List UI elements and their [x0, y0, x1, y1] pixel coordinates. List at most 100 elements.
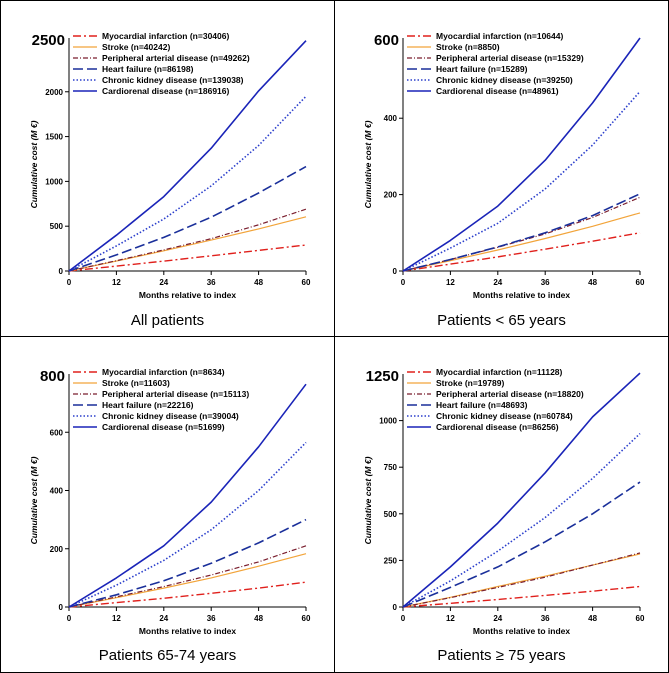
- x-axis-label: Months relative to index: [473, 290, 571, 300]
- legend-label: Myocardial infarction (n=30406): [102, 31, 229, 41]
- panel-75-plus: 0 12 24 36 48 60 0 250 500 750 1000 1250 Months rela…: [334, 336, 669, 673]
- y-axis-label: Cumulative cost (M €): [29, 456, 39, 544]
- legend-label: Heart failure (n=48693): [436, 400, 528, 410]
- series-line: [68, 165, 307, 272]
- series-line: [68, 95, 307, 272]
- series-line: [402, 232, 641, 272]
- x-axis-label: Months relative to index: [139, 626, 237, 636]
- panel-caption: Patients < 65 years: [437, 312, 566, 329]
- x-tick-label: 60: [302, 614, 311, 623]
- legend-label: Peripheral arterial disease (n=15329): [436, 53, 584, 63]
- x-tick-label: 48: [588, 278, 597, 287]
- y-tick-label: 200: [384, 191, 398, 200]
- y-axis-label: Cumulative cost (M €): [363, 456, 373, 544]
- x-tick-label: 0: [401, 614, 406, 623]
- series-line: [68, 581, 307, 608]
- series-line: [68, 545, 307, 608]
- x-axis-label: Months relative to index: [139, 290, 237, 300]
- x-tick-label: 12: [446, 278, 455, 287]
- y-tick-label: 600: [50, 428, 64, 437]
- x-tick-label: 36: [541, 614, 550, 623]
- series-line: [402, 193, 641, 272]
- legend-label: Stroke (n=19789): [436, 378, 504, 388]
- series-line: [68, 383, 307, 608]
- y-tick-label: 0: [59, 603, 64, 612]
- panel-65-74: 0 12 24 36 48 60 0 200 400 600 800 Months relative …: [0, 336, 335, 673]
- series-line: [68, 208, 307, 272]
- legend-label: Myocardial infarction (n=10644): [436, 31, 563, 41]
- x-tick-label: 36: [207, 278, 216, 287]
- series-line: [402, 585, 641, 608]
- x-tick-label: 24: [493, 278, 502, 287]
- y-tick-label: 750: [384, 463, 398, 472]
- legend-label: Cardiorenal disease (n=186916): [102, 86, 229, 96]
- x-tick-label: 36: [207, 614, 216, 623]
- legend-label: Heart failure (n=86198): [102, 64, 194, 74]
- series-line: [402, 481, 641, 608]
- x-tick-label: 60: [636, 278, 645, 287]
- chart-75-plus: 0 12 24 36 48 60 0 250 500 750 1000 1250 Months rela…: [363, 367, 645, 636]
- legend-label: Peripheral arterial disease (n=18820): [436, 389, 584, 399]
- y-tick-label: 1000: [45, 177, 63, 186]
- panel-caption: Patients ≥ 75 years: [437, 647, 566, 664]
- series-line: [402, 552, 641, 608]
- legend-label: Chronic kidney disease (n=39004): [102, 411, 239, 421]
- x-tick-label: 12: [112, 278, 121, 287]
- series-line: [402, 196, 641, 272]
- x-tick-label: 0: [67, 278, 72, 287]
- y-tick-label: 0: [393, 267, 398, 276]
- legend-label: Stroke (n=8850): [436, 42, 500, 52]
- panel-caption: Patients 65-74 years: [98, 647, 237, 664]
- y-top-label: 1250: [366, 368, 399, 385]
- y-tick-label: 200: [50, 545, 64, 554]
- series-line: [68, 40, 307, 272]
- y-tick-label: 400: [50, 487, 64, 496]
- y-axis-label: Cumulative cost (M €): [363, 120, 373, 208]
- series-line: [402, 372, 641, 608]
- panel-caption: All patients: [130, 312, 205, 329]
- legend-label: Heart failure (n=15289): [436, 64, 528, 74]
- legend-label: Myocardial infarction (n=8634): [102, 367, 225, 377]
- legend-label: Peripheral arterial disease (n=15113): [102, 389, 249, 399]
- x-tick-label: 48: [254, 614, 263, 623]
- series-line: [402, 212, 641, 272]
- legend-label: Myocardial infarction (n=11128): [436, 367, 563, 377]
- chart-all-patients: 0 12 24 36 48 60 0 500 1000 1500 2000 2500 Months re…: [29, 31, 311, 300]
- legend-label: Stroke (n=11603): [102, 378, 170, 388]
- x-tick-label: 0: [401, 278, 406, 287]
- y-axis-label: Cumulative cost (M €): [29, 120, 39, 208]
- y-tick-label: 250: [384, 556, 398, 565]
- legend-label: Chronic kidney disease (n=60784): [436, 411, 573, 421]
- y-tick-label: 500: [384, 510, 398, 519]
- y-tick-label: 0: [393, 603, 398, 612]
- y-tick-label: 1500: [45, 133, 63, 142]
- legend-label: Cardiorenal disease (n=86256): [436, 422, 559, 432]
- x-tick-label: 60: [302, 278, 311, 287]
- panel-all-patients: 0 12 24 36 48 60 0 500 1000 1500 2000 2500 Months re…: [0, 0, 335, 337]
- legend-label: Peripheral arterial disease (n=49262): [102, 53, 250, 63]
- y-tick-label: 400: [384, 114, 398, 123]
- x-tick-label: 36: [541, 278, 550, 287]
- legend-label: Chronic kidney disease (n=39250): [436, 75, 573, 85]
- x-axis-label: Months relative to index: [473, 626, 571, 636]
- y-tick-label: 500: [50, 222, 64, 231]
- series-line: [402, 553, 641, 608]
- legend-label: Cardiorenal disease (n=48961): [436, 86, 559, 96]
- panel-under-65: 0 12 24 36 48 60 0 200 400 600 Months relative to …: [334, 0, 669, 337]
- legend-label: Chronic kidney disease (n=139038): [102, 75, 244, 85]
- y-top-label: 600: [374, 32, 399, 49]
- series-line: [68, 553, 307, 608]
- x-tick-label: 24: [159, 614, 168, 623]
- legend-label: Cardiorenal disease (n=51699): [102, 422, 225, 432]
- x-tick-label: 0: [67, 614, 72, 623]
- legend-label: Stroke (n=40242): [102, 42, 170, 52]
- x-tick-label: 24: [159, 278, 168, 287]
- y-top-label: 2500: [32, 32, 65, 49]
- x-tick-label: 60: [636, 614, 645, 623]
- x-tick-label: 24: [493, 614, 502, 623]
- x-tick-label: 48: [588, 614, 597, 623]
- series-line: [68, 244, 307, 272]
- series-line: [402, 37, 641, 272]
- y-tick-label: 1000: [379, 417, 397, 426]
